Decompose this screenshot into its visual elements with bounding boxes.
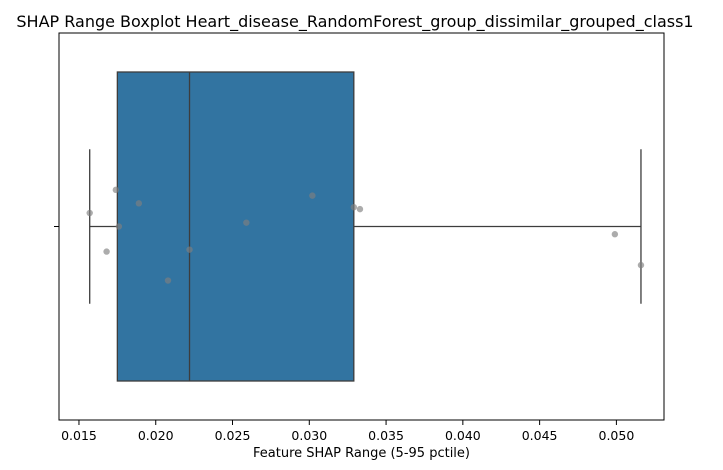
data-point (135, 200, 143, 207)
x-axis-label: Feature SHAP Range (5-95 pctile) (253, 446, 470, 461)
x-tick-label: 0.040 (445, 428, 481, 443)
chart-title: SHAP Range Boxplot Heart_disease_RandomF… (16, 12, 693, 32)
x-tick-label: 0.025 (215, 428, 251, 443)
x-tick-label: 0.015 (61, 428, 97, 443)
x-tick-label: 0.030 (291, 428, 327, 443)
data-point (186, 246, 193, 253)
x-tick-label: 0.050 (599, 428, 635, 443)
x-tick-label: 0.035 (368, 428, 404, 443)
data-point (115, 223, 123, 230)
x-tick-label: 0.020 (138, 428, 174, 443)
data-point (112, 186, 120, 194)
data-point (611, 231, 619, 238)
box-iqr (116, 71, 355, 382)
data-point (637, 261, 645, 269)
x-tick-label: 0.045 (522, 428, 558, 443)
data-point (164, 277, 172, 284)
plot-area (86, 71, 645, 382)
data-point (356, 205, 364, 213)
x-axis: 0.015 0.020 0.025 0.030 0.035 0.040 0.045 0.050 (61, 420, 634, 443)
data-point (309, 192, 316, 199)
data-point (243, 219, 250, 226)
data-point (350, 204, 358, 211)
data-point (86, 209, 93, 217)
data-point (103, 248, 110, 255)
